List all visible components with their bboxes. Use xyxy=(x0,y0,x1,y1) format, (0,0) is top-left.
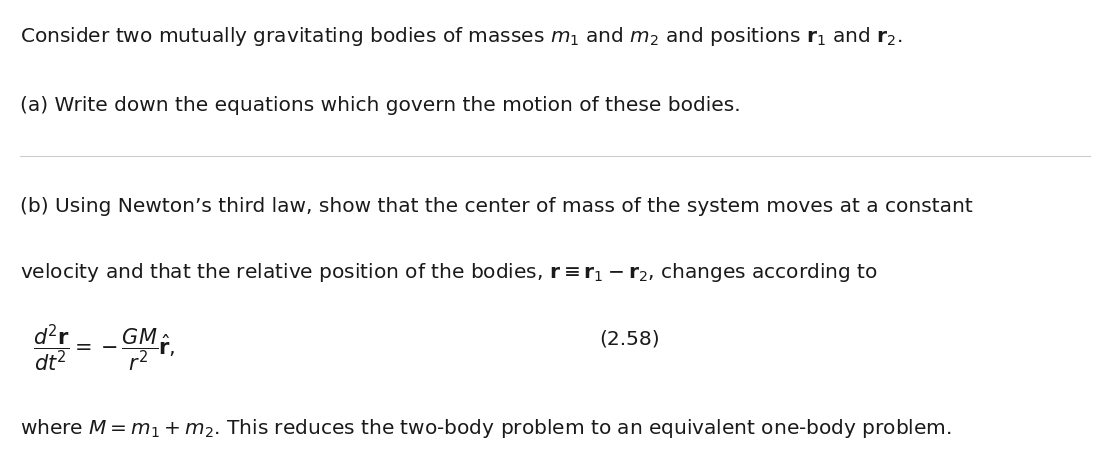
Text: velocity and that the relative position of the bodies, $\mathbf{r} \equiv \mathb: velocity and that the relative position … xyxy=(20,261,878,284)
Text: Consider two mutually gravitating bodies of masses $m_1$ and $m_2$ and positions: Consider two mutually gravitating bodies… xyxy=(20,25,902,48)
Text: (a) Write down the equations which govern the motion of these bodies.: (a) Write down the equations which gover… xyxy=(20,96,740,115)
Text: $\dfrac{d^2\mathbf{r}}{dt^2} = -\dfrac{GM}{r^2}\hat{\mathbf{r}},$: $\dfrac{d^2\mathbf{r}}{dt^2} = -\dfrac{G… xyxy=(33,323,175,374)
Text: where $M = m_1 + m_2$. This reduces the two-body problem to an equivalent one-bo: where $M = m_1 + m_2$. This reduces the … xyxy=(20,417,951,440)
Text: (b) Using Newton’s third law, show that the center of mass of the system moves a: (b) Using Newton’s third law, show that … xyxy=(20,197,972,216)
Text: (2.58): (2.58) xyxy=(599,329,660,349)
